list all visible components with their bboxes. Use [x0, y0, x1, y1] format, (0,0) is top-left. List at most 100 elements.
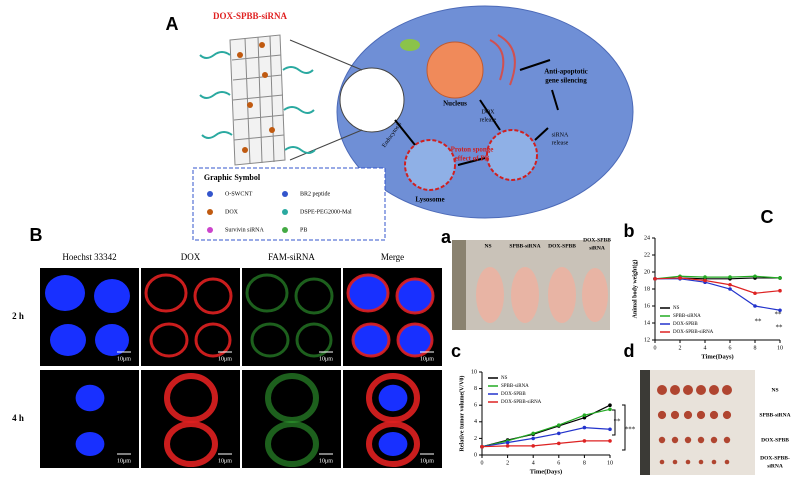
scale-bar-label: 10μm	[420, 458, 434, 464]
label: Anti-apoptotic	[544, 68, 588, 76]
tumor	[722, 385, 732, 395]
label: release	[552, 140, 569, 146]
tumor	[698, 459, 704, 465]
y-tick-label: 10	[471, 369, 477, 375]
group-label: DOX-SPBB-	[760, 455, 790, 461]
x-tick-label: 0	[481, 460, 484, 466]
legend-label: DOX-SPBB-siRNA	[673, 330, 714, 335]
tumors	[657, 385, 732, 465]
nucleus	[426, 41, 484, 99]
annotation: **	[776, 324, 784, 332]
y-tick-label: 16	[644, 303, 650, 309]
tumor	[697, 436, 705, 444]
legend-item: DSPE-PEG2000-Mal	[300, 209, 352, 215]
point	[678, 276, 682, 280]
y-axis-label: Animal body weight(g)	[631, 260, 638, 319]
y-tick-label: 2	[474, 436, 477, 442]
cytoplasm-stain	[149, 322, 189, 358]
column-header: Hoechst 33342	[62, 252, 116, 262]
panel-label: b	[624, 221, 635, 241]
nucleus-stain	[378, 432, 408, 456]
nucleus-stain	[348, 275, 388, 311]
series-line	[481, 440, 610, 448]
point	[531, 431, 535, 436]
cytoplasm-stain	[250, 322, 290, 358]
label: Lysosome	[415, 196, 444, 204]
point	[778, 308, 782, 313]
series-line	[655, 278, 781, 311]
group-label: NS	[771, 387, 778, 393]
cytoplasm-stain	[265, 373, 319, 423]
tumor-photo	[640, 370, 755, 475]
y-tick-label: 18	[644, 286, 650, 292]
x-tick-label: 2	[506, 460, 509, 466]
legend-label: DOX-SPBB	[501, 392, 526, 397]
group-label: SPBB-siRNA	[759, 412, 790, 418]
dox-dots	[237, 42, 275, 153]
scale-bar-label: 10μm	[319, 356, 333, 362]
cytoplasm-stain	[366, 421, 420, 467]
x-tick-label: 6	[729, 345, 732, 351]
x-tick-label: 4	[704, 345, 707, 351]
point	[582, 439, 587, 443]
y-tick-label: 12	[644, 337, 650, 343]
tumor	[709, 385, 719, 395]
nucleus-stain	[75, 384, 105, 412]
nucleus-stain	[50, 324, 86, 356]
panel-label: B	[30, 225, 43, 245]
nucleus-stain	[45, 275, 85, 311]
point	[728, 287, 732, 291]
lysosome	[404, 139, 456, 191]
x-tick-label: 0	[654, 345, 657, 351]
nucleus-stain	[398, 324, 432, 356]
nucleus-stain	[75, 432, 105, 456]
label: Nucleus	[443, 100, 467, 108]
tumor	[670, 385, 680, 395]
group-label: siRNA	[589, 245, 605, 251]
nucleus-stain	[94, 279, 130, 313]
schematic	[192, 5, 634, 241]
tumor	[657, 385, 667, 395]
arrows	[394, 59, 559, 166]
y-axis-label: Relative tumor volume(V/V0)	[458, 376, 465, 452]
legend-label: NS	[501, 376, 508, 381]
micrograph	[141, 268, 240, 366]
x-tick-label: 10	[607, 460, 613, 466]
annotation: **	[775, 311, 783, 319]
tumor	[722, 410, 732, 420]
tumor	[683, 385, 693, 395]
zoom-circle	[339, 67, 405, 133]
series-line	[654, 275, 781, 280]
point	[582, 415, 587, 420]
cytoplasm-stain	[164, 421, 218, 467]
group-label: SPBB-siRNA	[509, 243, 540, 249]
legend-label: NS	[673, 306, 680, 311]
cytoplasm-stain	[366, 373, 420, 423]
endosome	[486, 129, 538, 181]
legend-box	[192, 167, 386, 241]
y-tick-label: 4	[474, 419, 477, 425]
mitochondrion	[400, 39, 420, 51]
legend-symbol	[207, 209, 213, 215]
annotation: **	[614, 418, 622, 426]
series-line	[481, 404, 611, 448]
scale-bar-label: 10μm	[218, 356, 232, 362]
scale-bar-label: 10μm	[117, 356, 131, 362]
point	[753, 304, 757, 308]
tumor	[724, 459, 730, 465]
point	[505, 440, 510, 445]
legend-label: DOX-SPBB-siRNA	[501, 400, 542, 405]
column-header: Merge	[381, 252, 404, 262]
point	[728, 282, 732, 287]
panel-label: c	[451, 341, 461, 361]
group-label: DOX-SPBB	[761, 437, 789, 443]
label: DOX	[482, 109, 496, 115]
cytoplasm-stain	[295, 322, 333, 358]
point	[557, 423, 561, 427]
group-label: siRNA	[767, 463, 783, 469]
x-tick-label: 6	[557, 460, 560, 466]
scale-bar-label: 10μm	[420, 356, 434, 362]
cytoplasm-stain	[194, 322, 232, 358]
x-axis-label: Time(Days)	[701, 353, 733, 360]
y-tick-label: 0	[474, 452, 477, 458]
